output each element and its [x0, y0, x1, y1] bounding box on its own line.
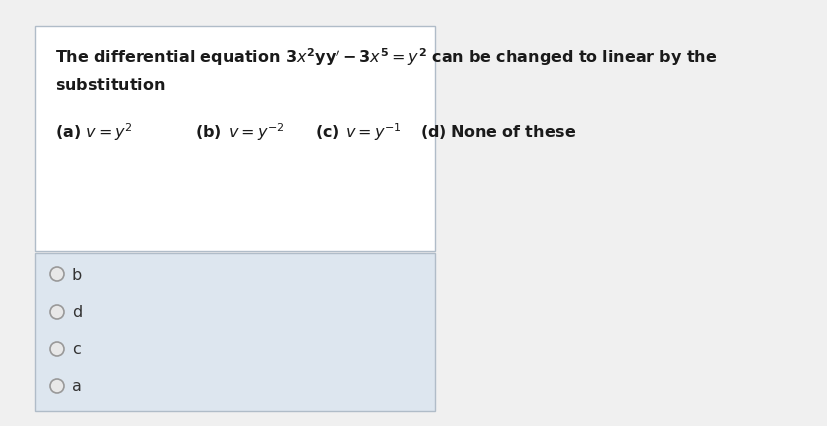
Text: $\mathbf{(b)}$: $\mathbf{(b)}$	[195, 123, 222, 141]
Text: d: d	[72, 305, 82, 320]
Text: $\mathbf{None\ of\ these}$: $\mathbf{None\ of\ these}$	[449, 124, 576, 140]
Text: a: a	[72, 379, 82, 394]
Text: $\mathbf{(c)}$: $\mathbf{(c)}$	[314, 123, 339, 141]
Text: $v = y^{-2}$: $v = y^{-2}$	[227, 121, 284, 143]
FancyBboxPatch shape	[35, 253, 434, 411]
Circle shape	[50, 305, 64, 319]
Text: c: c	[72, 342, 81, 357]
FancyBboxPatch shape	[35, 27, 434, 251]
Text: $\mathbf{(d)}$: $\mathbf{(d)}$	[419, 123, 446, 141]
Text: b: b	[72, 267, 82, 282]
Circle shape	[50, 342, 64, 356]
Text: $\mathbf{The\ differential\ equation\ 3}x^{\mathbf{2}}\mathbf{yy' - 3}x^{\mathbf: $\mathbf{The\ differential\ equation\ 3}…	[55, 46, 716, 68]
Text: $\mathbf{(a)}\ v = y^{2}$: $\mathbf{(a)}\ v = y^{2}$	[55, 121, 133, 143]
Text: $\mathbf{substitution}$: $\mathbf{substitution}$	[55, 77, 165, 93]
Text: $v = y^{-1}$: $v = y^{-1}$	[345, 121, 401, 143]
Circle shape	[50, 268, 64, 281]
Circle shape	[50, 379, 64, 393]
